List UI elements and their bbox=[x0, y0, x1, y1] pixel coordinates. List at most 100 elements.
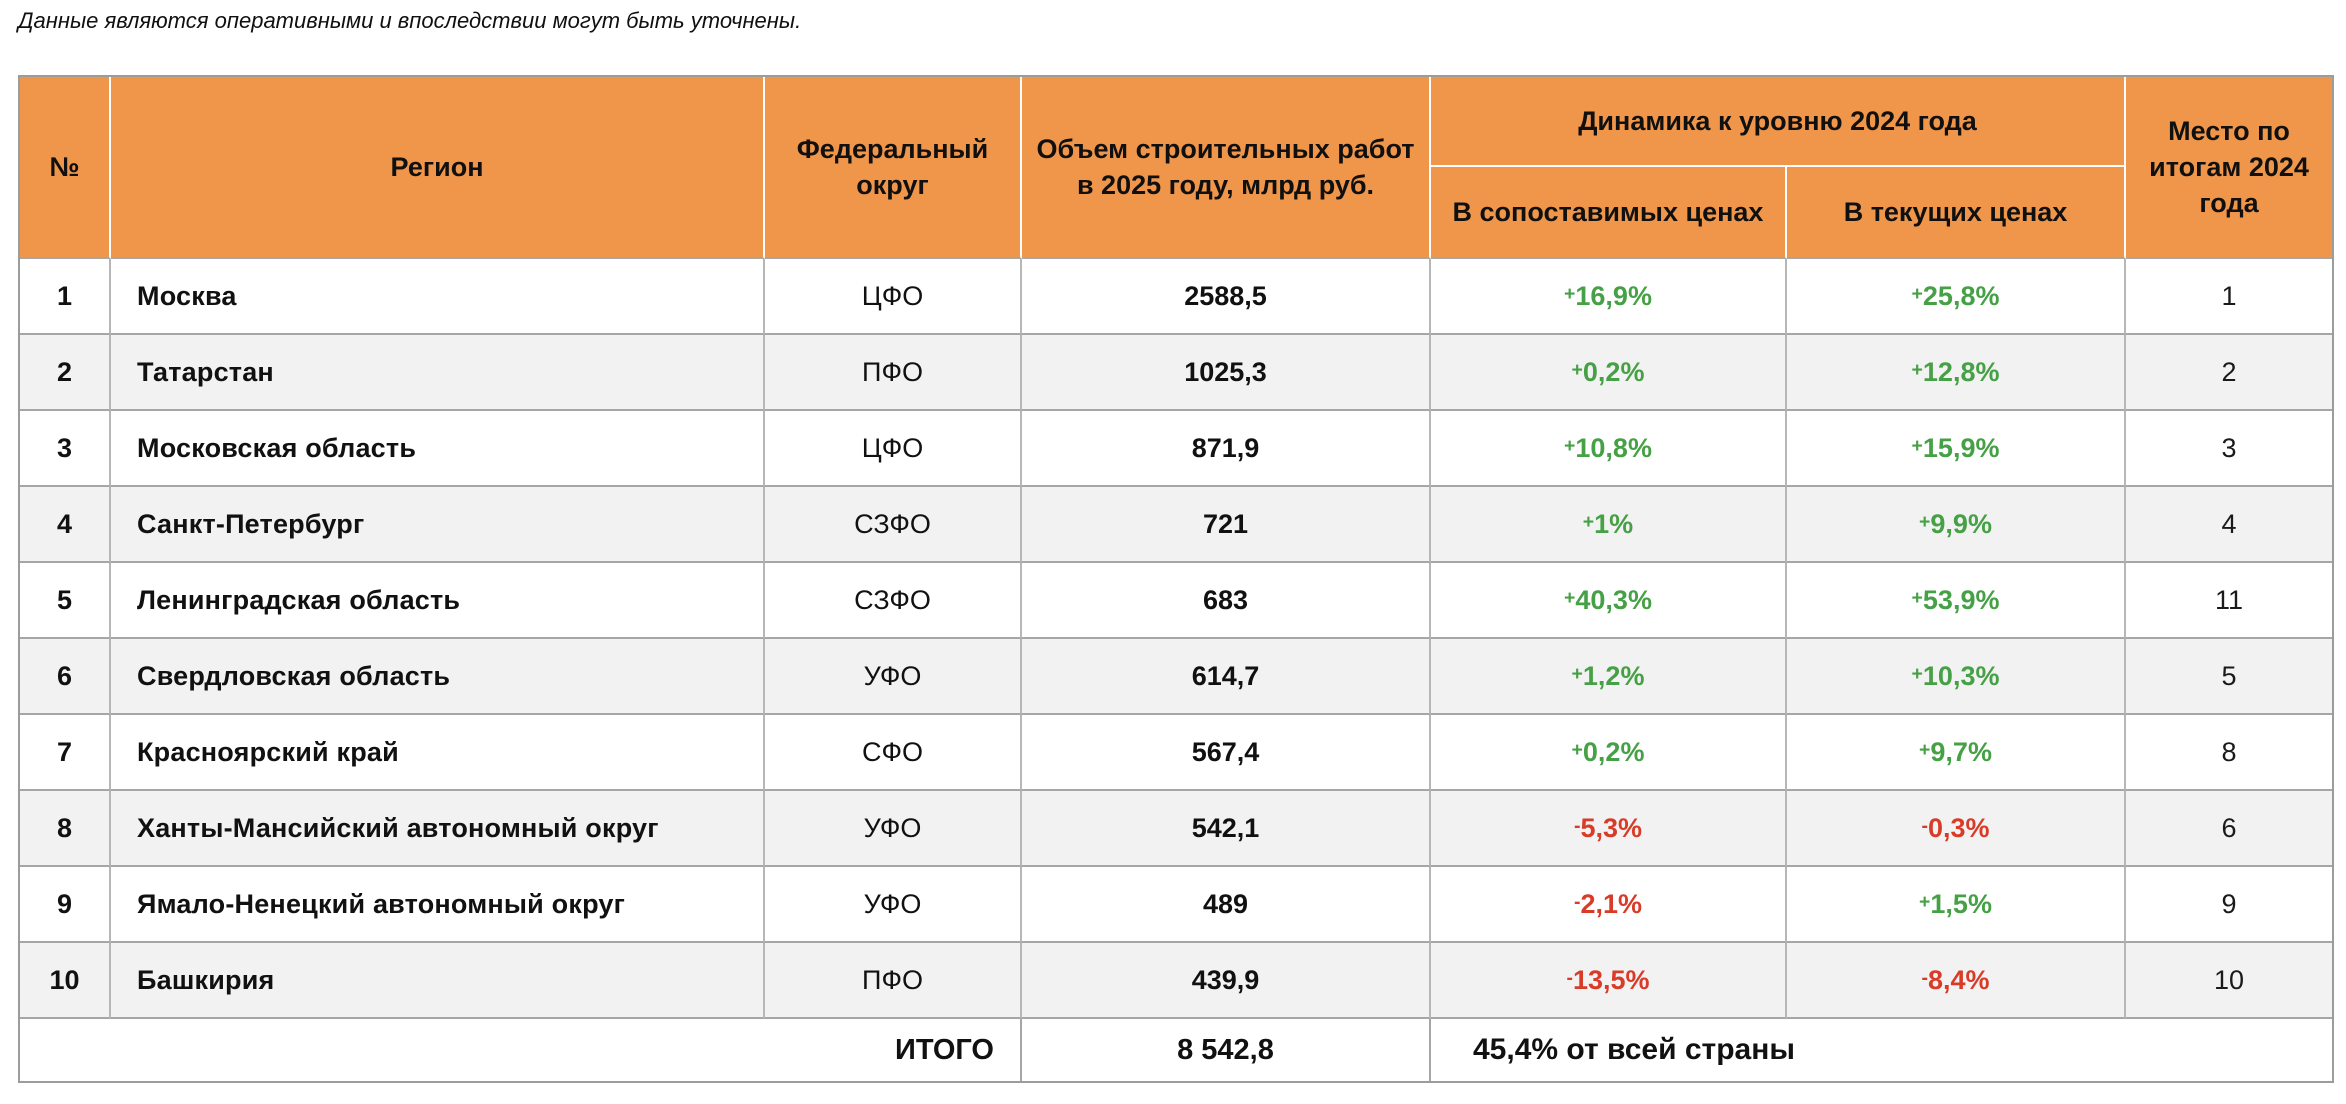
comparable-prices-cell: +0,2% bbox=[1431, 335, 1787, 411]
federal-district-cell: ПФО bbox=[765, 335, 1022, 411]
volume-cell: 489 bbox=[1022, 867, 1431, 943]
current-prices-cell: -8,4% bbox=[1787, 943, 2127, 1019]
table-row: 10 Башкирия ПФО 439,9 -13,5% -8,4% 10 bbox=[20, 943, 2333, 1019]
current-prices-cell: +15,9% bbox=[1787, 411, 2127, 487]
row-number-cell: 5 bbox=[20, 563, 111, 639]
sign-glyph: + bbox=[1919, 510, 1931, 533]
federal-district-cell: ПФО bbox=[765, 943, 1022, 1019]
header-place: Место по итогам 2024 года bbox=[2126, 77, 2333, 259]
place-cell: 10 bbox=[2126, 943, 2333, 1019]
place-cell: 1 bbox=[2126, 259, 2333, 335]
region-cell: Красноярский край bbox=[111, 715, 765, 791]
federal-district-cell: СЗФО bbox=[765, 487, 1022, 563]
sign-glyph: + bbox=[1564, 434, 1576, 457]
row-number-cell: 10 bbox=[20, 943, 111, 1019]
federal-district-cell: ЦФО bbox=[765, 411, 1022, 487]
volume-cell: 567,4 bbox=[1022, 715, 1431, 791]
place-cell: 3 bbox=[2126, 411, 2333, 487]
table-row: 4 Санкт-Петербург СЗФО 721 +1% +9,9% 4 bbox=[20, 487, 2333, 563]
table-row: 2 Татарстан ПФО 1025,3 +0,2% +12,8% 2 bbox=[20, 335, 2333, 411]
table-header: № Регион Федеральный округ Объем строите… bbox=[20, 77, 2333, 259]
table-row: 5 Ленинградская область СЗФО 683 +40,3% +53,9… bbox=[20, 563, 2333, 639]
federal-district-cell: УФО bbox=[765, 867, 1022, 943]
place-cell: 6 bbox=[2126, 791, 2333, 867]
volume-cell: 439,9 bbox=[1022, 943, 1431, 1019]
region-cell: Татарстан bbox=[111, 335, 765, 411]
table-row: 8 Ханты-Мансийский автономный округ УФО 542… bbox=[20, 791, 2333, 867]
volume-cell: 542,1 bbox=[1022, 791, 1431, 867]
comparable-prices-cell: +1,2% bbox=[1431, 639, 1787, 715]
region-cell: Башкирия bbox=[111, 943, 765, 1019]
volume-cell: 721 bbox=[1022, 487, 1431, 563]
sign-glyph: + bbox=[1571, 662, 1583, 685]
volume-cell: 683 bbox=[1022, 563, 1431, 639]
comparable-prices-cell: +16,9% bbox=[1431, 259, 1787, 335]
comparable-prices-cell: -13,5% bbox=[1431, 943, 1787, 1019]
header-dynamics: Динамика к уровню 2024 года bbox=[1431, 77, 2127, 167]
comparable-prices-cell: -2,1% bbox=[1431, 867, 1787, 943]
sign-glyph: + bbox=[1564, 586, 1576, 609]
region-cell: Ханты-Мансийский автономный округ bbox=[111, 791, 765, 867]
current-prices-cell: +9,9% bbox=[1787, 487, 2127, 563]
region-cell: Санкт-Петербург bbox=[111, 487, 765, 563]
federal-district-cell: УФО bbox=[765, 639, 1022, 715]
sign-glyph: + bbox=[1911, 358, 1923, 381]
volume-cell: 1025,3 bbox=[1022, 335, 1431, 411]
place-cell: 11 bbox=[2126, 563, 2333, 639]
current-prices-cell: +1,5% bbox=[1787, 867, 2127, 943]
comparable-prices-cell: +1% bbox=[1431, 487, 1787, 563]
comparable-prices-cell: -5,3% bbox=[1431, 791, 1787, 867]
place-cell: 8 bbox=[2126, 715, 2333, 791]
region-cell: Московская область bbox=[111, 411, 765, 487]
comparable-prices-cell: +10,8% bbox=[1431, 411, 1787, 487]
table-row: 7 Красноярский край СФО 567,4 +0,2% +9,7% 8 bbox=[20, 715, 2333, 791]
current-prices-cell: +10,3% bbox=[1787, 639, 2127, 715]
footer-total-label: ИТОГО bbox=[20, 1019, 1022, 1081]
regions-construction-table: № Регион Федеральный округ Объем строите… bbox=[18, 75, 2335, 1083]
place-cell: 5 bbox=[2126, 639, 2333, 715]
place-cell: 9 bbox=[2126, 867, 2333, 943]
volume-cell: 871,9 bbox=[1022, 411, 1431, 487]
sign-glyph: + bbox=[1911, 282, 1923, 305]
header-num: № bbox=[20, 77, 111, 259]
volume-cell: 614,7 bbox=[1022, 639, 1431, 715]
federal-district-cell: СФО bbox=[765, 715, 1022, 791]
row-number-cell: 4 bbox=[20, 487, 111, 563]
comparable-prices-cell: +40,3% bbox=[1431, 563, 1787, 639]
federal-district-cell: УФО bbox=[765, 791, 1022, 867]
table-row: 6 Свердловская область УФО 614,7 +1,2% +10,3%… bbox=[20, 639, 2333, 715]
row-number-cell: 1 bbox=[20, 259, 111, 335]
comparable-prices-cell: +0,2% bbox=[1431, 715, 1787, 791]
sign-glyph: + bbox=[1919, 890, 1931, 913]
header-region: Регион bbox=[111, 77, 765, 259]
table-row: 1 Москва ЦФО 2588,5 +16,9% +25,8% 1 bbox=[20, 259, 2333, 335]
sign-glyph: + bbox=[1564, 282, 1576, 305]
row-number-cell: 6 bbox=[20, 639, 111, 715]
current-prices-cell: +53,9% bbox=[1787, 563, 2127, 639]
row-number-cell: 8 bbox=[20, 791, 111, 867]
place-cell: 4 bbox=[2126, 487, 2333, 563]
current-prices-cell: +9,7% bbox=[1787, 715, 2127, 791]
region-cell: Свердловская область bbox=[111, 639, 765, 715]
volume-cell: 2588,5 bbox=[1022, 259, 1431, 335]
sign-glyph: - bbox=[1573, 890, 1581, 913]
current-prices-cell: +12,8% bbox=[1787, 335, 2127, 411]
sign-glyph: + bbox=[1911, 586, 1923, 609]
table-row: 9 Ямало-Ненецкий автономный округ УФО 489 -2… bbox=[20, 867, 2333, 943]
place-cell: 2 bbox=[2126, 335, 2333, 411]
footer-total-value: 8 542,8 bbox=[1022, 1019, 1431, 1081]
row-number-cell: 3 bbox=[20, 411, 111, 487]
sign-glyph: + bbox=[1571, 738, 1583, 761]
sign-glyph: - bbox=[1573, 814, 1581, 837]
sign-glyph: + bbox=[1911, 662, 1923, 685]
table-footer: ИТОГО 8 542,8 45,4% от всей страны bbox=[20, 1019, 2333, 1081]
federal-district-cell: ЦФО bbox=[765, 259, 1022, 335]
region-cell: Ямало-Ненецкий автономный округ bbox=[111, 867, 765, 943]
sign-glyph: + bbox=[1571, 358, 1583, 381]
region-cell: Ленинградская область bbox=[111, 563, 765, 639]
region-cell: Москва bbox=[111, 259, 765, 335]
sign-glyph: + bbox=[1911, 434, 1923, 457]
current-prices-cell: +25,8% bbox=[1787, 259, 2127, 335]
header-comparable-prices: В сопоставимых ценах bbox=[1431, 167, 1787, 259]
footer-country-share: 45,4% от всей страны bbox=[1431, 1019, 2333, 1081]
